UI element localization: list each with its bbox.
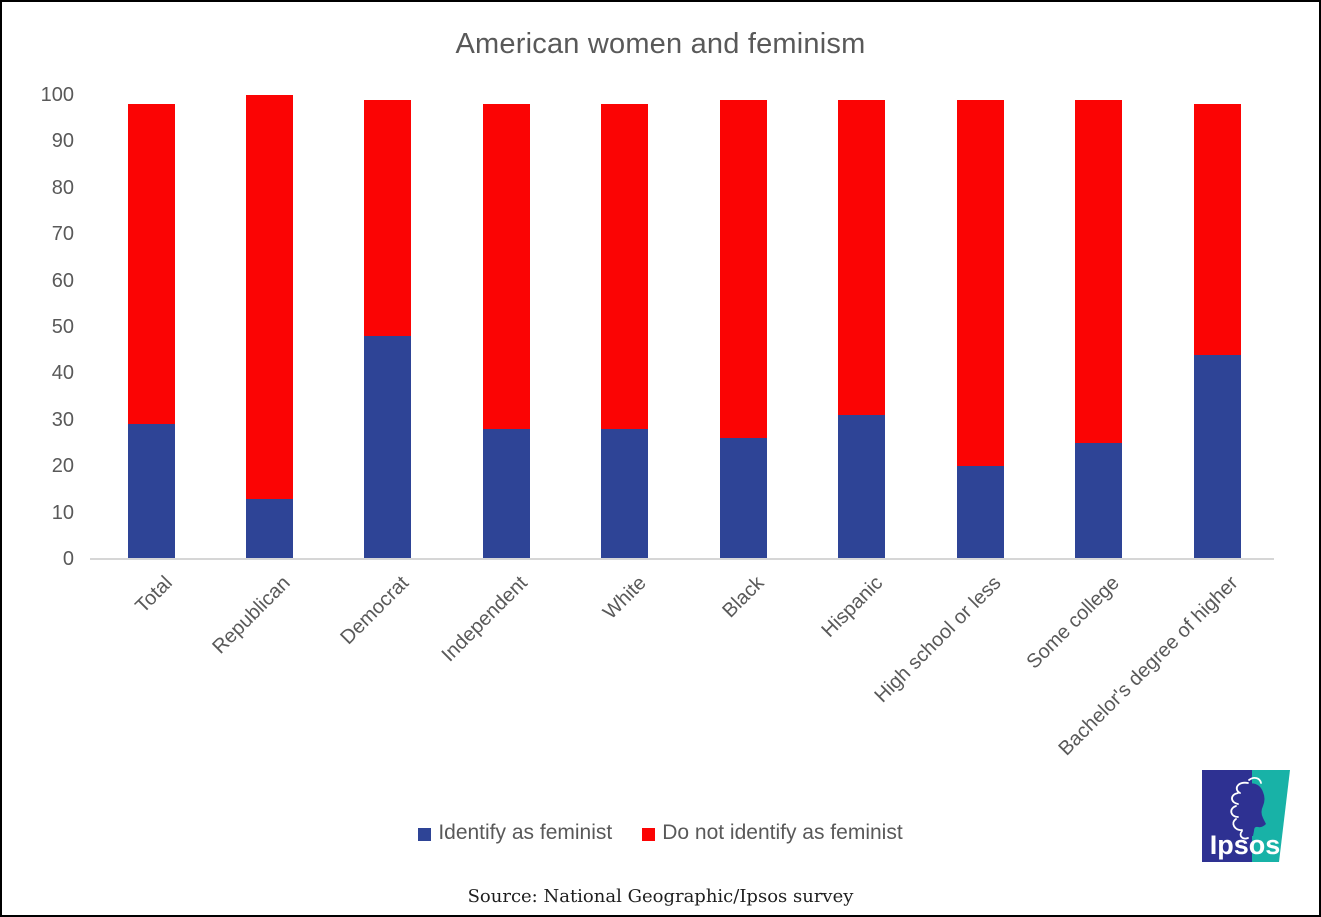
ipsos-logo-face-silhouette [1246, 783, 1266, 836]
legend-swatch-identify [418, 827, 432, 841]
x-axis-category-label: Hispanic [817, 572, 888, 642]
y-axis-tick-label: 100 [40, 84, 74, 106]
x-axis-category-label: Independent [437, 572, 532, 667]
y-axis-tick-label: 60 [51, 269, 74, 292]
bar-segment-identify [245, 498, 293, 559]
bar-segment-not-identify [719, 99, 767, 439]
ipsos-logo-text: Ipsos [1210, 830, 1281, 860]
x-axis-category-label: High school or less [870, 572, 1006, 708]
bar-segment-not-identify [838, 99, 886, 416]
bar-segment-identify [719, 438, 767, 559]
legend-swatch-not-identify [642, 827, 656, 841]
legend-item-identify: Identify as feminist [418, 821, 612, 845]
bar-segment-identify [127, 424, 175, 559]
legend: Identify as feminist Do not identify as … [2, 821, 1319, 845]
x-axis-category-label: White [598, 572, 651, 624]
bar-segment-not-identify [127, 104, 175, 425]
source-caption: Source: National Geographic/Ipsos survey [467, 886, 854, 907]
y-axis-tick-label: 30 [51, 408, 74, 431]
ipsos-logo: Ipsos [1202, 770, 1290, 862]
x-axis-category-label: Republican [208, 572, 296, 659]
bar-segment-identify [482, 429, 530, 559]
bar-segment-not-identify [245, 95, 293, 499]
bar-segment-not-identify [601, 104, 649, 430]
bar-segment-identify [956, 466, 1004, 559]
y-axis-tick-label: 0 [62, 548, 74, 570]
bar-segment-not-identify [482, 104, 530, 430]
legend-label-not-identify: Do not identify as feminist [662, 821, 903, 844]
x-axis-category-label: Black [718, 572, 769, 623]
y-axis-tick-label: 80 [51, 176, 74, 199]
bar-segment-not-identify [956, 99, 1004, 467]
bar-segment-identify [364, 336, 412, 559]
bar-segment-identify [838, 415, 886, 559]
x-axis-category-label: Some college [1022, 572, 1125, 674]
y-axis-tick-label: 20 [51, 455, 74, 478]
x-axis-category-label: Total [131, 572, 177, 618]
bar-segment-not-identify [1193, 104, 1241, 355]
legend-label-identify: Identify as feminist [438, 821, 613, 844]
x-axis-category-label: Democrat [336, 572, 414, 649]
y-axis-tick-label: 10 [51, 501, 74, 524]
bar-segment-identify [1193, 354, 1241, 559]
legend-item-not-identify: Do not identify as feminist [642, 821, 903, 845]
y-axis-tick-label: 70 [51, 223, 74, 246]
chart-title: American women and feminism [455, 28, 866, 60]
y-axis-tick-label: 50 [51, 316, 74, 338]
bar-segment-not-identify [1075, 99, 1123, 443]
bar-segment-identify [1075, 443, 1123, 559]
ipsos-logo-hair-curls [1230, 776, 1262, 840]
bar-segment-identify [601, 429, 649, 559]
x-axis-line [90, 558, 1274, 560]
bar-segment-not-identify [364, 99, 412, 337]
y-axis-tick-label: 90 [51, 130, 74, 153]
y-axis-tick-label: 40 [51, 362, 74, 385]
